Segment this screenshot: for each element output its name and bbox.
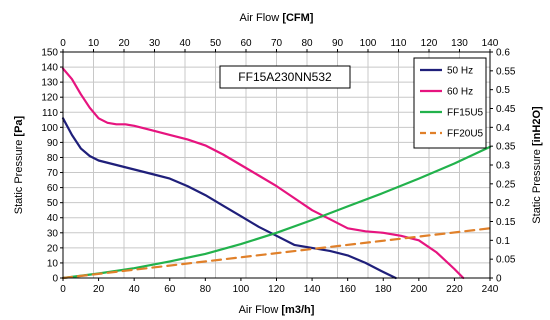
legend-label-ff15u5: FF15U5 (447, 108, 484, 119)
left-tick-label: 50 (47, 198, 59, 209)
right-tick-label: 0.1 (496, 236, 510, 247)
top-tick-label: 100 (360, 38, 377, 49)
left-tick-label: 100 (41, 123, 58, 134)
left-tick-label: 150 (41, 48, 58, 59)
top-tick-label: 110 (391, 38, 407, 49)
top-tick-label: 60 (240, 38, 252, 49)
bottom-tick-label: 80 (200, 284, 212, 295)
bottom-tick-label: 140 (304, 284, 321, 295)
right-tick-label: 0.55 (496, 66, 516, 77)
right-tick-label: 0.3 (496, 161, 510, 172)
series-line-ff20u5 (61, 227, 492, 280)
legend-label-60-hz: 60 Hz (447, 87, 473, 98)
left-tick-label: 80 (47, 153, 59, 164)
left-tick-label: 140 (41, 63, 58, 74)
top-tick-label: 10 (88, 38, 100, 49)
right-tick-label: 0.35 (496, 142, 516, 153)
top-tick-label: 50 (210, 38, 222, 49)
legend-label-50-hz: 50 Hz (447, 66, 473, 77)
left-tick-label: 130 (41, 78, 58, 89)
bottom-tick-label: 240 (482, 284, 499, 295)
legend: 50 Hz 60 Hz FF15U5 FF20U5 (413, 57, 487, 149)
right-axis-title: Static Pressure [inH2O] (531, 106, 543, 224)
bottom-axis-ticks: 0 20 40 60 80 100 120 140 160 180 200 220 240 (60, 278, 499, 295)
left-tick-label: 110 (42, 108, 58, 119)
left-axis-title: Static Pressure [Pa] (13, 115, 25, 214)
top-tick-label: 20 (118, 38, 130, 49)
top-tick-label: 0 (60, 38, 66, 49)
left-tick-label: 30 (47, 228, 59, 239)
right-tick-label: 0.6 (496, 48, 510, 59)
left-tick-label: 120 (41, 93, 58, 104)
right-tick-label: 0.05 (496, 255, 516, 266)
right-tick-label: 0.45 (496, 104, 516, 115)
bottom-tick-label: 20 (93, 284, 105, 295)
right-tick-label: 0.15 (496, 217, 516, 228)
bottom-tick-label: 220 (446, 284, 463, 295)
top-tick-label: 120 (421, 38, 438, 49)
top-tick-label: 140 (482, 38, 499, 49)
bottom-tick-label: 40 (129, 284, 141, 295)
top-tick-label: 40 (179, 38, 191, 49)
legend-label-ff20u5: FF20U5 (447, 129, 484, 140)
top-tick-label: 30 (149, 38, 161, 49)
right-axis-ticks: 0 0.05 0.1 0.15 0.2 0.25 0.3 0.35 0.4 0.45 0.5 0.55… (490, 48, 516, 285)
bottom-tick-label: 100 (233, 284, 250, 295)
left-tick-label: 0 (52, 274, 58, 285)
bottom-tick-label: 60 (164, 284, 176, 295)
bottom-axis-title: Air Flow [m3/h] (239, 304, 315, 316)
top-axis-ticks: 0 10 20 30 40 50 60 70 80 90 100 110 120 130 140 (60, 38, 499, 52)
left-tick-label: 70 (47, 168, 59, 179)
model-label: FF15A230NN532 (238, 70, 332, 84)
right-tick-label: 0.25 (496, 179, 516, 190)
right-tick-label: 0 (496, 274, 502, 285)
top-axis-title: Air Flow [CFM] (240, 12, 314, 24)
left-axis-ticks: 0 10 20 30 40 50 60 70 80 90 100 110 120 130 140 150 (41, 48, 63, 285)
right-tick-label: 0.5 (496, 85, 510, 96)
top-tick-label: 70 (271, 38, 283, 49)
series-line-60-hz (61, 67, 465, 280)
left-tick-label: 10 (47, 258, 59, 269)
left-tick-label: 90 (47, 138, 59, 149)
bottom-tick-label: 160 (339, 284, 356, 295)
right-tick-label: 0.2 (496, 198, 510, 209)
right-tick-label: 0.4 (496, 123, 510, 134)
left-tick-label: 20 (47, 243, 59, 254)
series-line-50-hz (61, 117, 397, 280)
top-tick-label: 90 (332, 38, 344, 49)
series-line-ff15u5 (61, 145, 492, 280)
left-tick-label: 60 (47, 183, 59, 194)
series-layer (61, 67, 492, 280)
bottom-tick-label: 180 (375, 284, 392, 295)
model-label-box: FF15A230NN532 (219, 65, 351, 89)
bottom-tick-label: 200 (410, 284, 427, 295)
top-tick-label: 80 (301, 38, 313, 49)
top-tick-label: 130 (451, 38, 468, 49)
bottom-tick-label: 0 (60, 284, 66, 295)
bottom-tick-label: 120 (268, 284, 285, 295)
left-tick-label: 40 (47, 213, 59, 224)
